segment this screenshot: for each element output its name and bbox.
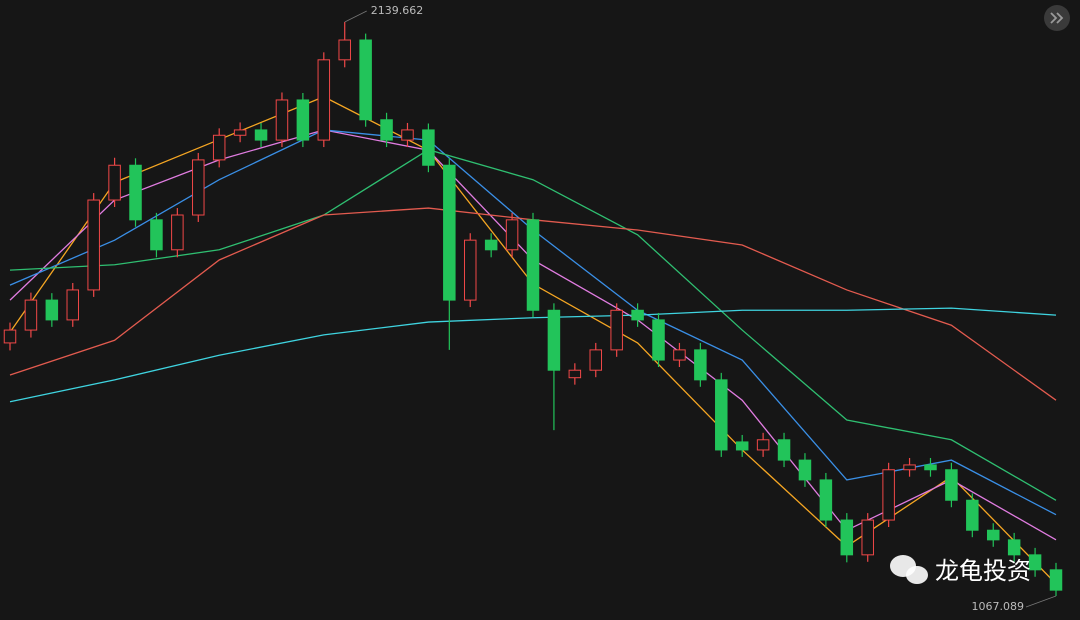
candle-body bbox=[1007, 539, 1021, 556]
candle-body bbox=[589, 349, 603, 371]
candle-body bbox=[317, 59, 331, 141]
candle-body bbox=[359, 39, 372, 121]
candle-body bbox=[694, 349, 707, 381]
candle-body bbox=[296, 99, 310, 141]
watermark: 龙龟投资 bbox=[890, 555, 1031, 585]
candle-body bbox=[673, 349, 686, 361]
candle-body bbox=[233, 129, 247, 136]
candle-body bbox=[87, 199, 100, 291]
candle-body bbox=[422, 129, 435, 166]
candle-body bbox=[3, 329, 17, 344]
ma-line bbox=[9, 149, 1057, 501]
candle-body bbox=[24, 299, 38, 331]
candle-body bbox=[45, 299, 59, 321]
candle-body bbox=[526, 219, 540, 311]
candle-body bbox=[777, 439, 791, 461]
candle-body bbox=[150, 219, 163, 251]
expand-button[interactable] bbox=[1044, 5, 1070, 31]
candle-body bbox=[610, 309, 623, 351]
candle-body bbox=[275, 99, 289, 141]
candle-body bbox=[1049, 569, 1063, 591]
candle-body bbox=[882, 469, 895, 521]
candle-body bbox=[1028, 554, 1042, 571]
candle-body bbox=[463, 239, 477, 301]
candle-body bbox=[484, 239, 498, 251]
candle-body bbox=[338, 39, 351, 61]
candle-body bbox=[966, 499, 979, 531]
candle-body bbox=[401, 129, 414, 141]
candle-body bbox=[547, 309, 561, 371]
candle-body bbox=[756, 439, 770, 451]
candle-body bbox=[945, 469, 958, 501]
candle-body bbox=[380, 119, 393, 141]
candle-body bbox=[568, 369, 582, 379]
max-pointer bbox=[344, 10, 367, 23]
candle-body bbox=[986, 529, 1000, 541]
candle-body bbox=[819, 479, 833, 521]
ma-line bbox=[9, 307, 1057, 403]
candle-body bbox=[505, 219, 519, 251]
candle-body bbox=[631, 309, 644, 321]
candle-body bbox=[254, 129, 268, 141]
candle-body bbox=[66, 289, 80, 321]
candle-body bbox=[840, 519, 854, 556]
candle-body bbox=[798, 459, 812, 481]
candle-body bbox=[924, 464, 937, 471]
candle-body bbox=[735, 441, 749, 451]
candle-body bbox=[652, 319, 665, 361]
candle-body bbox=[192, 159, 205, 216]
min-pointer bbox=[1025, 595, 1057, 608]
candle-body bbox=[108, 164, 121, 201]
min-label: 1067.089 bbox=[972, 600, 1025, 613]
candle-body bbox=[903, 464, 916, 471]
candle-body bbox=[715, 379, 728, 451]
watermark-text: 龙龟投资 bbox=[935, 557, 1031, 585]
candle-body bbox=[171, 214, 184, 251]
candle-body bbox=[861, 519, 874, 556]
max-label: 2139.662 bbox=[371, 4, 424, 17]
candle-body bbox=[443, 164, 456, 301]
candle-body bbox=[129, 164, 142, 221]
candle-body bbox=[212, 134, 226, 161]
